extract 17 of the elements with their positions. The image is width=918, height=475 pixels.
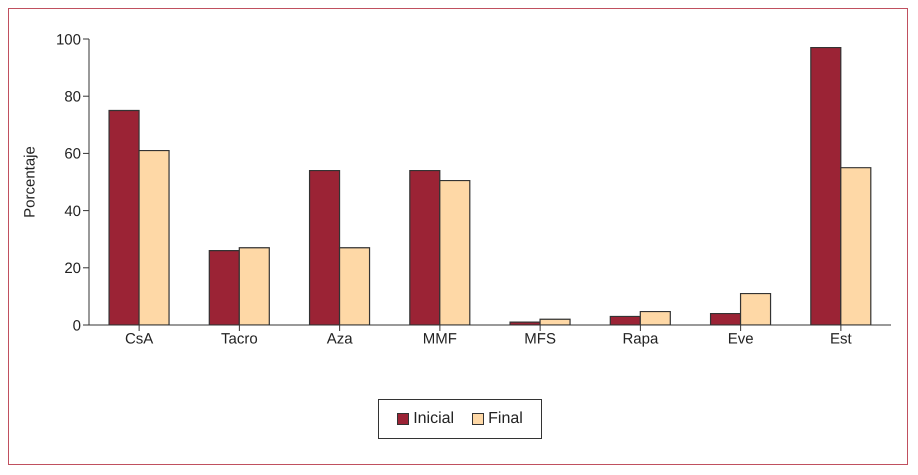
x-tick-label: Tacro bbox=[221, 330, 258, 348]
legend-label: Inicial bbox=[412, 410, 454, 428]
y-axis-title: Porcentaje bbox=[21, 146, 38, 218]
y-tick-label: 20 bbox=[64, 260, 81, 278]
x-tick-label: Rapa bbox=[622, 330, 659, 348]
x-tick-label: CsA bbox=[124, 330, 154, 348]
x-tick-label: MFS bbox=[524, 330, 556, 348]
y-tick-label: 40 bbox=[64, 202, 81, 220]
y-tick-label: 80 bbox=[64, 88, 81, 106]
y-tick-label: 60 bbox=[64, 146, 81, 163]
x-tick-label: Eve bbox=[728, 330, 754, 348]
x-tick-label: Aza bbox=[326, 330, 354, 348]
x-tick-label: MMF bbox=[422, 330, 457, 348]
y-tick-label: 0 bbox=[72, 317, 81, 334]
x-tick-label: Est bbox=[830, 330, 853, 348]
legend-label: Final bbox=[487, 410, 523, 428]
y-tick-label: 100 bbox=[56, 31, 81, 48]
